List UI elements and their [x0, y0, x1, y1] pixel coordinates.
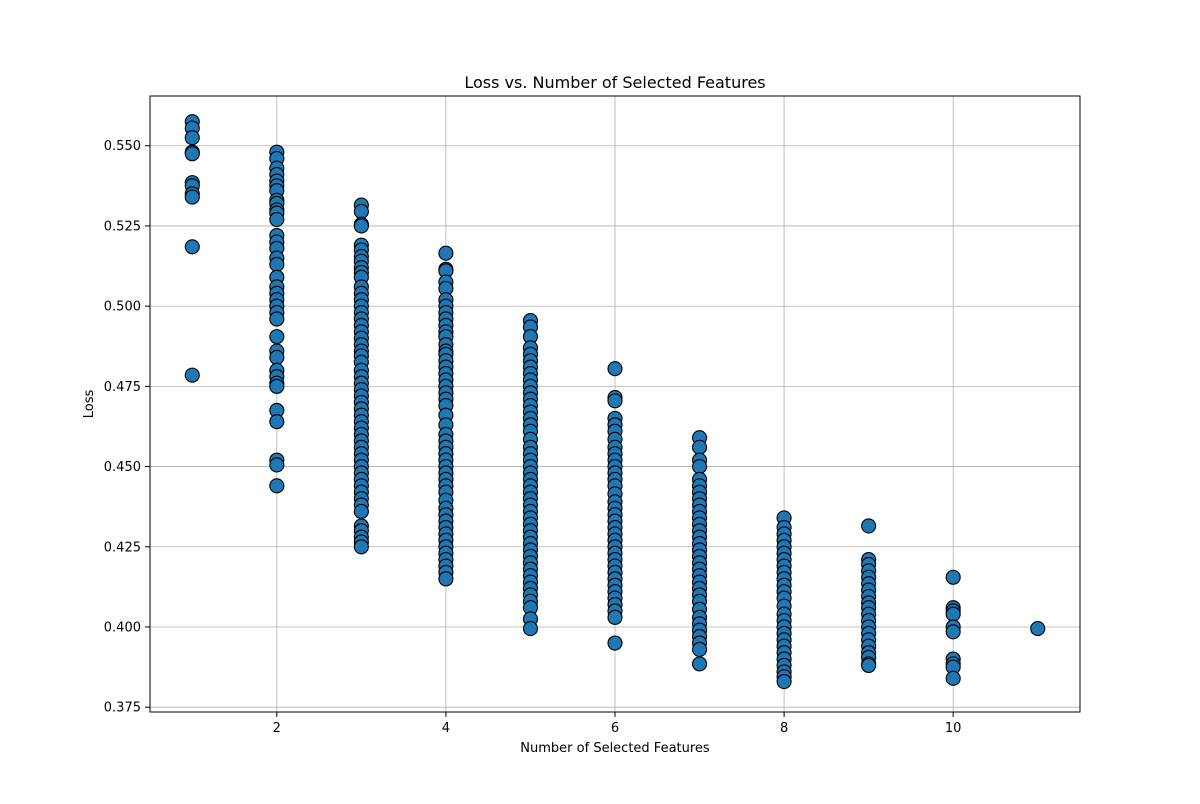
y-tick-label: 0.550 [104, 139, 141, 154]
data-point [691, 459, 708, 475]
data-point [945, 606, 961, 622]
data-point [269, 211, 285, 228]
data-point [353, 203, 369, 220]
data-point [861, 518, 877, 534]
data-point [438, 245, 454, 261]
data-point [353, 503, 369, 520]
data-point [438, 571, 454, 587]
data-point [607, 609, 623, 625]
data-point [269, 414, 285, 430]
x-tick-label: 6 [611, 721, 619, 736]
data-point [184, 367, 200, 383]
data-point [269, 378, 285, 394]
y-tick-label: 0.375 [104, 701, 141, 716]
y-axis-label: Loss [82, 390, 97, 419]
y-tick-label: 0.500 [104, 300, 141, 315]
data-point [269, 311, 285, 327]
x-tick-label: 10 [945, 721, 962, 736]
data-point [184, 239, 200, 255]
y-tick-label: 0.525 [104, 219, 141, 234]
data-point [691, 656, 708, 672]
data-points [184, 114, 1046, 690]
data-point [522, 621, 539, 637]
data-point [607, 361, 623, 377]
data-point [269, 256, 285, 272]
y-axis-ticks: 0.375 0.400 0.425 0.450 0.475 0.500 0.525 0.550 [104, 139, 150, 716]
data-point [945, 624, 961, 640]
data-point [945, 569, 961, 585]
data-point [184, 146, 200, 162]
x-tick-label: 4 [442, 721, 450, 736]
data-point [184, 189, 200, 205]
data-point [776, 673, 792, 690]
chart-title: Loss vs. Number of Selected Features [464, 73, 765, 92]
x-axis-ticks: 2 4 6 8 10 [273, 712, 962, 736]
y-tick-label: 0.475 [104, 380, 141, 395]
x-tick-label: 2 [273, 721, 281, 736]
data-point [269, 478, 285, 494]
data-point [269, 457, 285, 473]
data-point [269, 349, 285, 366]
y-tick-label: 0.450 [104, 460, 141, 475]
data-point [353, 218, 369, 234]
data-point [607, 635, 623, 651]
data-point [691, 439, 708, 455]
y-tick-label: 0.400 [104, 620, 141, 635]
x-axis-label: Number of Selected Features [520, 741, 710, 756]
data-point [269, 329, 285, 345]
data-point [184, 130, 200, 146]
data-point [1030, 621, 1046, 637]
data-point [691, 641, 708, 657]
y-tick-label: 0.425 [104, 540, 141, 555]
data-point [353, 539, 369, 555]
data-point [607, 393, 623, 409]
x-tick-label: 8 [780, 721, 788, 736]
data-point [945, 670, 961, 686]
data-point [861, 657, 877, 674]
